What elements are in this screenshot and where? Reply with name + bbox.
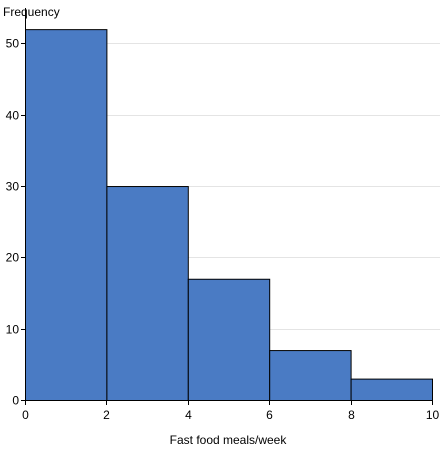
axes — [25, 8, 433, 401]
x-tick-label: 10 — [426, 408, 440, 422]
x-tick-label: 2 — [103, 408, 110, 422]
histogram-bar — [187, 278, 271, 402]
x-tick-label: 6 — [266, 408, 273, 422]
y-axis-label: Frequency — [3, 5, 60, 19]
histogram-bar — [106, 186, 189, 401]
histogram-bar — [269, 350, 352, 401]
x-axis-label: Fast food meals/week — [170, 433, 288, 447]
histogram-bar — [25, 29, 108, 401]
y-tick-label: 30 — [6, 180, 20, 194]
x-tick-label: 8 — [348, 408, 355, 422]
x-ticks: 0 2 4 6 8 10 — [22, 400, 439, 422]
y-tick-label: 0 — [12, 394, 19, 408]
x-tick-label: 0 — [22, 408, 29, 422]
y-tick-label: 40 — [6, 109, 20, 123]
bars — [25, 29, 434, 402]
y-tick-label: 20 — [6, 251, 20, 265]
histogram-bar — [350, 378, 434, 401]
y-ticks: 0 10 20 30 40 50 — [6, 37, 25, 408]
y-tick-label: 10 — [6, 323, 20, 337]
y-tick-label: 50 — [6, 37, 20, 51]
x-tick-label: 4 — [185, 408, 192, 422]
